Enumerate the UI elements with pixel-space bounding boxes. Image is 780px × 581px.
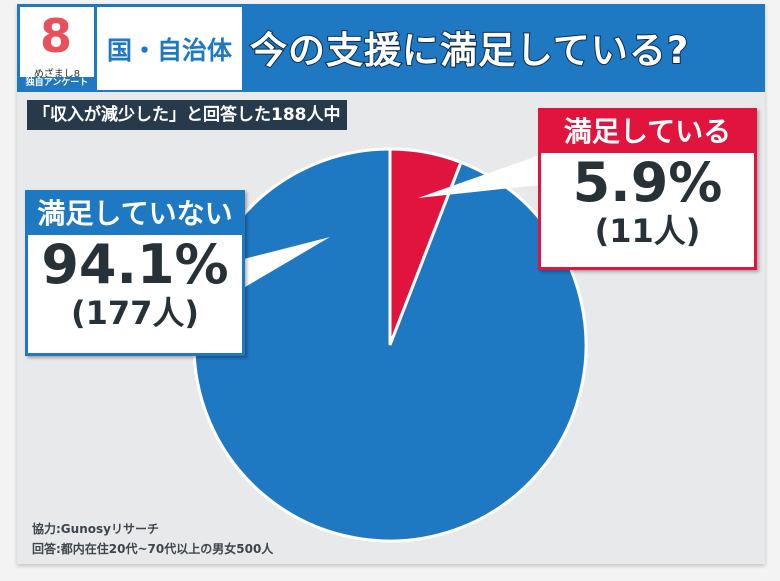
logo: 8 めざまし8 独自アンケート <box>20 7 94 90</box>
callout-unsatisfied: 満足していない 94.1% (177人) <box>25 190 245 356</box>
page-title: 今の支援に満足している? <box>249 28 690 73</box>
footer-source: 協力:Gunosyリサーチ <box>32 522 159 536</box>
pointer-satisfied <box>418 155 540 198</box>
logo-eight-icon: 8 <box>40 9 73 63</box>
callout-percent: 5.9% <box>572 151 723 214</box>
logo-name: めざまし8 <box>33 69 81 80</box>
footer-respondents: 回答:都内在住20代~70代以上の男女500人 <box>32 542 274 556</box>
category-label: 国・自治体 <box>97 7 242 90</box>
callout-label: 満足していない <box>28 193 242 235</box>
logo-tag: 独自アンケート <box>20 77 94 90</box>
pie-slice <box>192 147 588 543</box>
pointer-unsatisfied <box>240 237 330 290</box>
subtitle: 「収入が減少した」と回答した188人中 <box>27 100 347 130</box>
callout-count: (11人) <box>594 212 701 250</box>
callout-count: (177人) <box>70 294 200 332</box>
callout-satisfied: 満足している 5.9% (11人) <box>538 108 757 270</box>
callout-percent: 94.1% <box>41 233 229 296</box>
callout-label: 満足している <box>541 111 754 153</box>
